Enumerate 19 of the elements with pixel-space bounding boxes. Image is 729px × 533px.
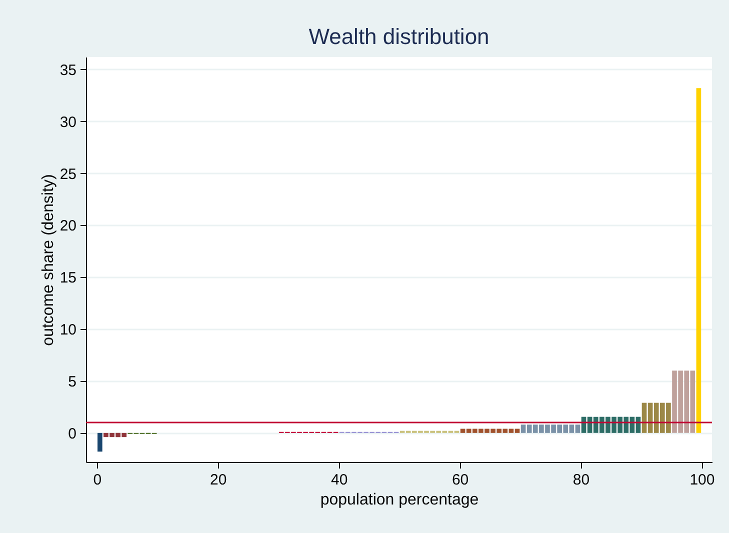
y-tick-label: 0 xyxy=(68,425,76,442)
chart-title: Wealth distribution xyxy=(308,24,490,49)
y-tick-label: 35 xyxy=(60,62,76,79)
y-tick-label: 25 xyxy=(60,166,76,183)
y-tick-label: 30 xyxy=(60,114,76,131)
y-tick-label: 20 xyxy=(60,218,76,235)
x-tick-label: 20 xyxy=(210,472,227,488)
x-tick-label: 80 xyxy=(572,472,590,488)
x-tick-label: 100 xyxy=(690,472,715,488)
bar xyxy=(696,88,702,433)
x-tick-label: 40 xyxy=(330,472,348,488)
y-tick-label: 5 xyxy=(68,374,76,390)
y-tick-label: 10 xyxy=(60,322,76,339)
bar xyxy=(97,432,102,452)
x-tick-label: 0 xyxy=(93,472,102,488)
y-tick-label: 15 xyxy=(60,270,76,287)
y-axis-title: outcome share (density) xyxy=(40,174,57,346)
x-axis-title: population percentage xyxy=(320,492,479,508)
x-tick-label: 60 xyxy=(452,472,469,488)
